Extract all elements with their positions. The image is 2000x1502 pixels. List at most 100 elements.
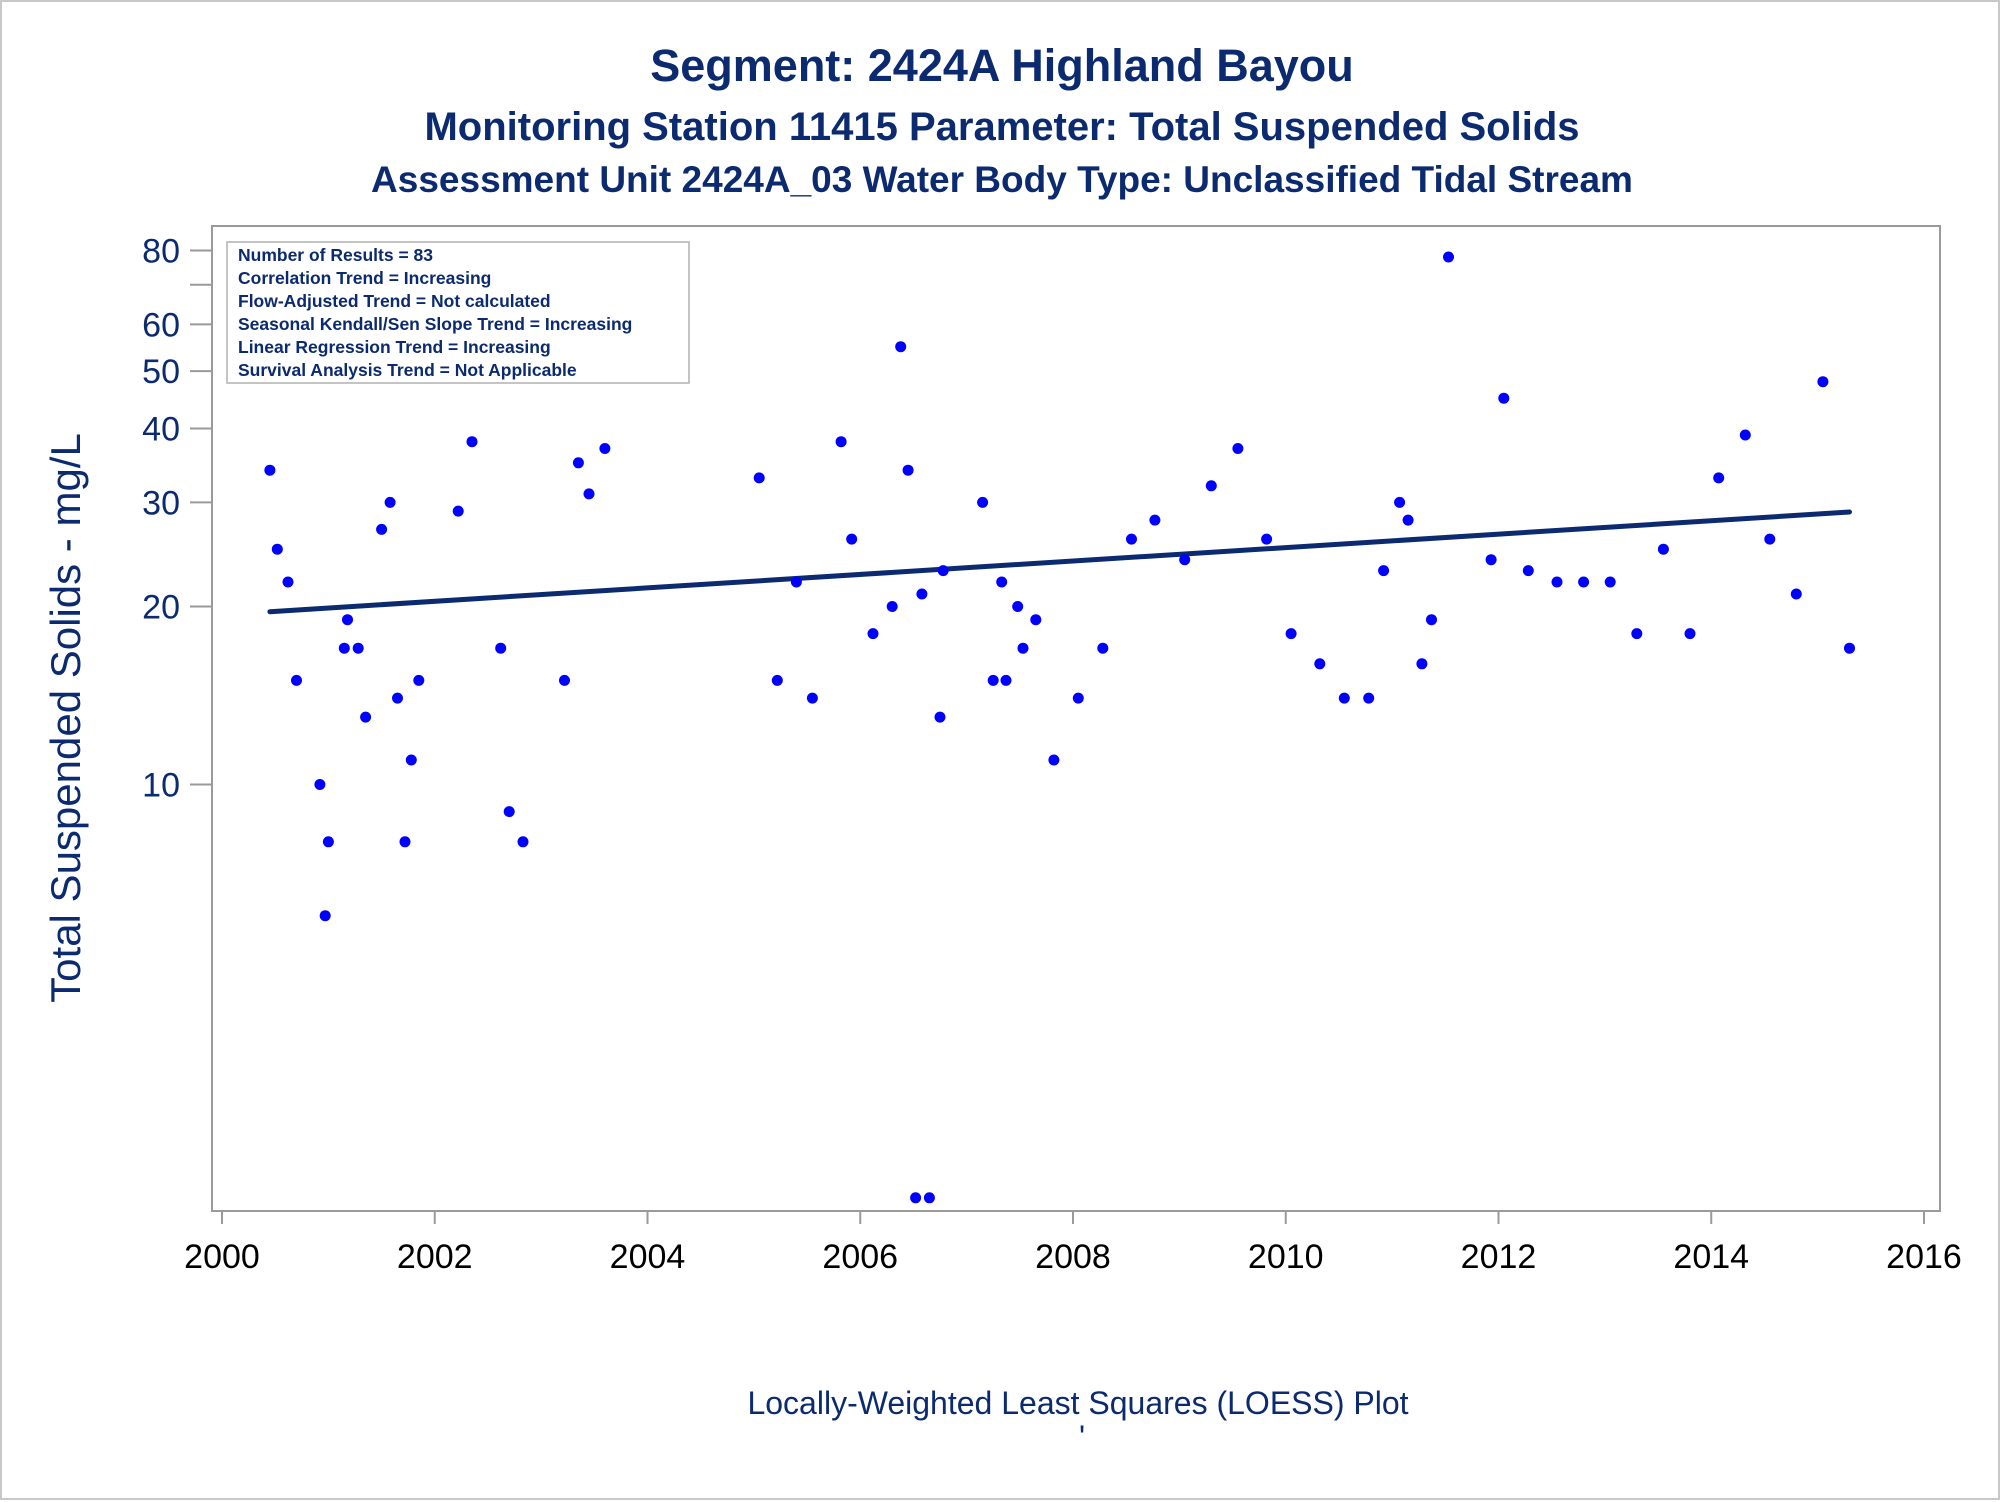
data-point	[282, 576, 294, 588]
data-point	[384, 496, 396, 508]
data-point	[264, 464, 276, 476]
x-tick-label: 2004	[610, 1238, 686, 1276]
data-point	[1604, 576, 1616, 588]
footnote: Locally-Weighted Least Squares (LOESS) P…	[747, 1385, 1408, 1421]
data-point	[1578, 576, 1590, 588]
data-point	[1232, 443, 1244, 454]
data-point	[322, 836, 334, 848]
data-point	[1485, 554, 1497, 566]
stats-line-seasonal-kendall: Seasonal Kendall/Sen Slope Trend = Incre…	[238, 314, 632, 334]
data-point	[413, 674, 425, 686]
x-tick-label: 2008	[1035, 1238, 1111, 1276]
data-point	[342, 614, 353, 626]
data-point	[399, 836, 411, 848]
footnote-mark: '	[1079, 1419, 1085, 1455]
data-point	[1551, 576, 1563, 588]
y-axis: 10 20 30 40 50 60 80	[142, 232, 212, 805]
data-point	[1000, 674, 1012, 686]
data-point	[1739, 429, 1751, 441]
data-point	[1261, 533, 1273, 545]
data-point	[923, 1192, 935, 1204]
data-point	[503, 806, 515, 818]
chart-subtitle-2: Assessment Unit 2424A_03 Water Body Type…	[371, 159, 1633, 200]
stats-line-survival: Survival Analysis Trend = Not Applicable	[238, 360, 577, 380]
data-point	[996, 576, 1008, 588]
y-tick-label: 60	[142, 306, 180, 344]
data-point	[937, 565, 949, 577]
data-point	[1443, 251, 1454, 263]
data-point	[1402, 514, 1414, 526]
data-point	[1338, 692, 1350, 704]
y-tick-label: 40	[142, 410, 180, 448]
data-point	[902, 464, 914, 476]
data-point	[1764, 533, 1776, 545]
x-axis: 2000 2002 2004 2006 2008 2010 2012 2014 2016	[184, 1211, 1962, 1276]
data-point	[1048, 754, 1060, 766]
data-point	[934, 711, 946, 723]
stats-line-flow-adjusted: Flow-Adjusted Trend = Not calculated	[238, 291, 551, 311]
x-tick-label: 2000	[184, 1238, 260, 1276]
stats-line-linear-regression: Linear Regression Trend = Increasing	[238, 337, 551, 357]
data-point	[517, 836, 529, 848]
data-point	[1713, 472, 1725, 484]
data-point	[867, 628, 879, 640]
trend-layer	[267, 509, 1852, 615]
data-point	[1363, 692, 1375, 704]
data-point	[1097, 642, 1109, 654]
points-layer	[264, 251, 1855, 1204]
data-point	[806, 692, 818, 704]
data-point	[977, 496, 989, 508]
data-point	[1684, 628, 1696, 640]
data-point	[1426, 614, 1437, 626]
chart-subtitle: Monitoring Station 11415 Parameter: Tota…	[424, 105, 1579, 149]
data-point	[1285, 628, 1297, 640]
data-point	[1072, 692, 1084, 704]
data-point	[1126, 533, 1137, 545]
data-point	[846, 533, 858, 545]
data-point	[572, 457, 584, 469]
data-point	[314, 779, 326, 790]
data-point	[1790, 588, 1802, 600]
x-tick-label: 2016	[1886, 1238, 1962, 1276]
data-point	[559, 674, 570, 686]
stats-line-results: Number of Results = 83	[238, 245, 433, 265]
data-point	[405, 754, 417, 766]
data-point	[835, 436, 847, 448]
x-tick-label: 2014	[1673, 1238, 1749, 1276]
data-point	[1205, 480, 1217, 492]
data-point	[1149, 514, 1161, 526]
data-point	[1030, 614, 1042, 626]
data-point	[910, 1192, 922, 1204]
x-tick-label: 2002	[397, 1238, 473, 1276]
data-point	[392, 692, 403, 704]
y-tick-label: 50	[142, 353, 180, 391]
data-point	[1017, 642, 1029, 654]
data-point	[1314, 658, 1326, 670]
plot-area	[211, 225, 1941, 1212]
data-point	[790, 576, 802, 588]
y-tick-label: 10	[142, 767, 180, 805]
data-point	[291, 674, 302, 686]
data-point	[583, 488, 595, 500]
data-point	[1012, 601, 1024, 612]
y-axis-label: Total Suspended Solids - mg/L	[42, 433, 89, 1003]
data-point	[1631, 628, 1643, 640]
data-point	[895, 341, 907, 353]
x-tick-label: 2012	[1461, 1238, 1537, 1276]
data-point	[319, 910, 331, 922]
data-point	[452, 505, 464, 517]
data-point	[376, 523, 388, 535]
data-point	[753, 472, 765, 484]
data-point	[916, 588, 928, 600]
y-tick-label: 30	[142, 484, 180, 522]
chart-title: Segment: 2424A Highland Bayou	[650, 40, 1353, 91]
data-point	[1817, 376, 1829, 388]
data-point	[599, 443, 611, 454]
data-point	[271, 543, 283, 555]
data-point	[495, 642, 507, 654]
data-point	[466, 436, 478, 448]
x-tick-label: 2006	[822, 1238, 898, 1276]
data-point	[360, 711, 372, 723]
